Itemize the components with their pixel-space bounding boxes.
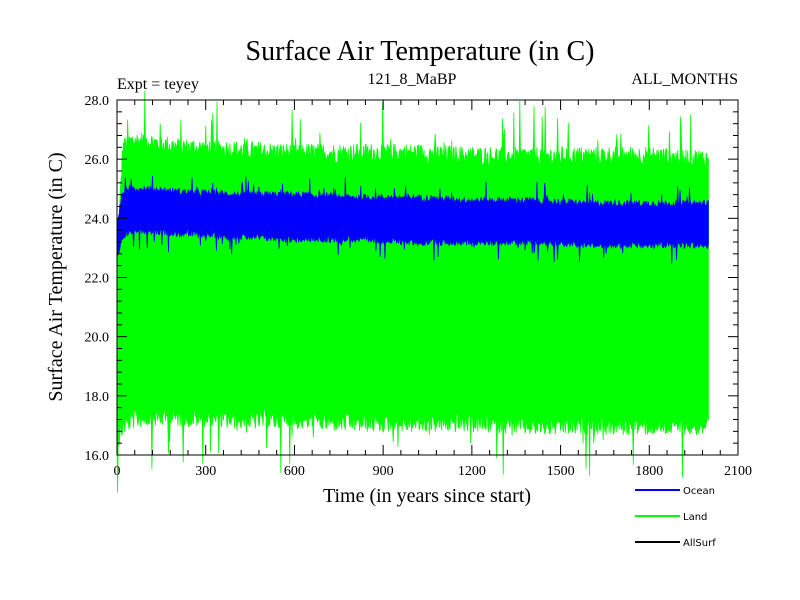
y-tick-label: 22.0 — [85, 272, 110, 287]
legend-label-allsurf: AllSurf — [683, 538, 716, 549]
land-band — [116, 90, 709, 493]
period-label: 121_8_MaBP — [368, 71, 457, 88]
experiment-label: Expt = teyey — [117, 76, 199, 93]
x-tick-label: 900 — [373, 464, 394, 479]
y-tick-label: 24.0 — [85, 212, 110, 227]
legend: Ocean Land AllSurf — [635, 486, 716, 549]
y-tick-label: 18.0 — [85, 390, 110, 405]
legend-label-ocean: Ocean — [683, 486, 715, 497]
chart-title: Surface Air Temperature (in C) — [246, 36, 595, 67]
y-axis-label: Surface Air Temperature (in C) — [45, 152, 67, 401]
land-series — [116, 90, 709, 493]
x-tick-label: 600 — [284, 464, 305, 479]
y-tick-label: 26.0 — [85, 153, 110, 168]
y-tick-label: 20.0 — [85, 331, 110, 346]
x-axis-label: Time (in years since start) — [323, 485, 531, 507]
y-tick-label: 16.0 — [85, 449, 110, 464]
months-label: ALL_MONTHS — [631, 71, 738, 88]
ocean-band — [116, 175, 709, 264]
y-tick-label: 28.0 — [85, 94, 110, 109]
x-tick-label: 1800 — [635, 464, 663, 479]
x-tick-label: 300 — [195, 464, 216, 479]
ocean-series — [116, 175, 709, 264]
axis-tick-labels: 0 300 600 900 1200 1500 1800 2100 16.0 18.0 20.0 22… — [85, 94, 753, 479]
x-tick-label: 1500 — [547, 464, 575, 479]
legend-label-land: Land — [683, 512, 707, 523]
x-tick-label: 0 — [114, 464, 121, 479]
x-tick-label: 1200 — [458, 464, 486, 479]
x-tick-label: 2100 — [724, 464, 752, 479]
axis-ticks — [116, 99, 739, 456]
